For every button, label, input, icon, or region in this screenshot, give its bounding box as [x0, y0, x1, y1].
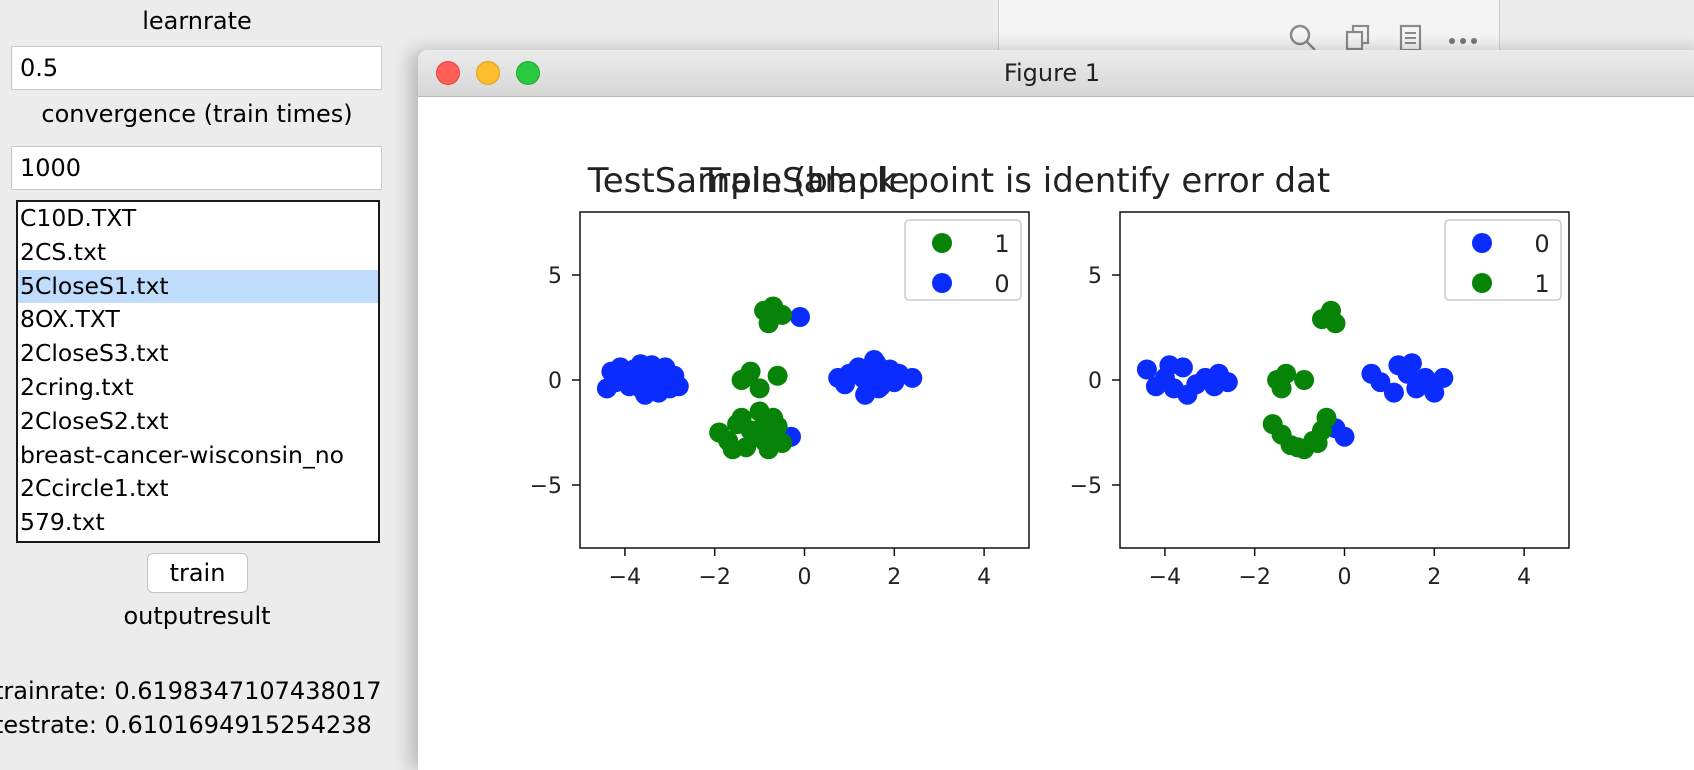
test-plot-title: TestSample (black point is identify erro…	[587, 161, 1331, 201]
test-x-tick-label: 0	[1338, 565, 1352, 590]
control-panel: learnrate convergence (train times) C10D…	[0, 0, 418, 760]
test-point-class-1	[1287, 437, 1308, 458]
testrate-text: testrate: 0.6101694915254238	[0, 711, 372, 739]
test-point-class-1	[1325, 313, 1346, 334]
train-point-class-1	[767, 416, 788, 437]
search-icon[interactable]	[1289, 24, 1317, 52]
train-point-class-1	[731, 407, 752, 428]
train-point-class-0	[868, 378, 889, 399]
train-point-class-0	[902, 367, 923, 388]
test-point-class-0	[1401, 353, 1422, 374]
test-point-class-1	[1294, 370, 1315, 390]
train-point-class-0	[630, 354, 651, 375]
learnrate-label: learnrate	[142, 7, 252, 35]
train-point-class-1	[722, 439, 743, 460]
copy-icon[interactable]	[1344, 24, 1372, 52]
train-plot-title: TrainSample	[699, 161, 909, 201]
test-y-tick-label: 5	[1088, 264, 1102, 289]
more-icon[interactable]	[1447, 24, 1479, 52]
test-point-class-0	[1136, 359, 1157, 380]
train-point-class-0	[864, 350, 885, 370]
test-point-class-0	[1433, 367, 1454, 388]
test-x-tick-label: −4	[1149, 565, 1181, 590]
train-point-class-1	[754, 430, 775, 451]
train-point-class-0	[648, 382, 669, 403]
file-list-item[interactable]: 2Ccircle1.txt	[20, 474, 169, 503]
test-point-class-0	[1217, 372, 1238, 393]
train-x-tick-label: −4	[609, 565, 641, 590]
train-y-tick-label: 0	[548, 369, 562, 394]
train-y-tick-label: 5	[548, 264, 562, 289]
train-legend-label: 0	[994, 270, 1009, 298]
train-legend: 10	[904, 219, 1022, 301]
test-legend-marker	[1472, 273, 1492, 293]
window-title: Figure 1	[1003, 59, 1101, 87]
file-listbox[interactable]: C10D.TXT 2CS.txt 5CloseS1.txt 8OX.TXT 2Close…	[16, 200, 380, 543]
train-x-tick-label: −2	[698, 565, 730, 590]
convergence-label: convergence (train times)	[41, 100, 353, 128]
maximize-button[interactable]	[516, 61, 540, 85]
train-point-class-0	[834, 374, 855, 395]
test-point-class-0	[1383, 382, 1404, 403]
figure-window: Figure 1 TrainSample −4 −2 0 2 4 5 0 −5 1 0 TestSam…	[418, 50, 1694, 770]
test-scatter-plot: TestSample (black point is identify erro…	[587, 161, 1570, 590]
train-legend-label: 1	[994, 230, 1009, 258]
document-icon[interactable]	[1397, 24, 1425, 52]
file-list-item[interactable]: 2CloseS2.txt	[20, 406, 169, 435]
train-point-class-0	[605, 372, 626, 393]
test-point-class-0	[1172, 357, 1193, 378]
file-list-item[interactable]: 2CloseS3.txt	[20, 339, 169, 368]
test-legend: 01	[1444, 219, 1562, 301]
train-x-tick-label: 4	[977, 565, 991, 590]
file-list-item[interactable]: 2cring.txt	[20, 372, 134, 401]
test-x-tick-label: 2	[1427, 565, 1441, 590]
test-point-class-0	[1415, 367, 1436, 388]
test-point-class-1	[1307, 433, 1328, 453]
test-point-class-0	[1424, 382, 1445, 403]
train-point-class-1	[758, 313, 779, 334]
minimize-button[interactable]	[476, 61, 500, 85]
learnrate-input[interactable]	[11, 46, 382, 90]
train-point-class-1	[738, 365, 759, 386]
file-list-item[interactable]: 2CS.txt	[20, 237, 107, 266]
test-legend-label: 0	[1534, 230, 1549, 258]
train-x-tick-label: 2	[887, 565, 901, 590]
test-legend-marker	[1472, 233, 1492, 253]
convergence-input[interactable]	[11, 146, 382, 190]
train-scatter-plot: TrainSample−4 −2 0 2 450−510	[530, 161, 1030, 590]
test-legend-label: 1	[1534, 270, 1549, 298]
train-legend-marker	[932, 273, 952, 293]
test-point-class-1	[1316, 407, 1337, 428]
file-list-item[interactable]: 8OX.TXT	[20, 305, 120, 334]
train-x-tick-label: 0	[798, 565, 812, 590]
test-point-class-0	[1334, 426, 1355, 447]
close-button[interactable]	[436, 61, 460, 85]
trainrate-text: trainrate: 0.6198347107438017	[0, 677, 382, 705]
train-button[interactable]: train	[147, 553, 248, 593]
train-legend-marker	[932, 233, 952, 253]
train-point-class-0	[668, 376, 689, 397]
train-point-class-1	[767, 365, 788, 386]
test-point-class-0	[1370, 372, 1391, 393]
test-point-class-1	[1271, 378, 1292, 399]
train-point-class-0	[790, 307, 810, 327]
file-list-item[interactable]: 579.txt	[20, 508, 105, 537]
file-list-item[interactable]: C10D.TXT	[20, 204, 137, 232]
file-list-item[interactable]: breast-cancer-wisconsin_no	[20, 440, 344, 469]
output-result-label: outputresult	[123, 602, 271, 630]
file-list-item[interactable]: 5CloseS1.txt	[18, 269, 378, 304]
test-x-tick-label: −2	[1238, 565, 1270, 590]
test-x-tick-label: 4	[1517, 565, 1531, 590]
window-titlebar[interactable]: Figure 1	[418, 50, 1694, 97]
train-y-tick-label: −5	[530, 474, 562, 499]
test-y-tick-label: 0	[1088, 369, 1102, 394]
test-y-tick-label: −5	[1070, 474, 1102, 499]
